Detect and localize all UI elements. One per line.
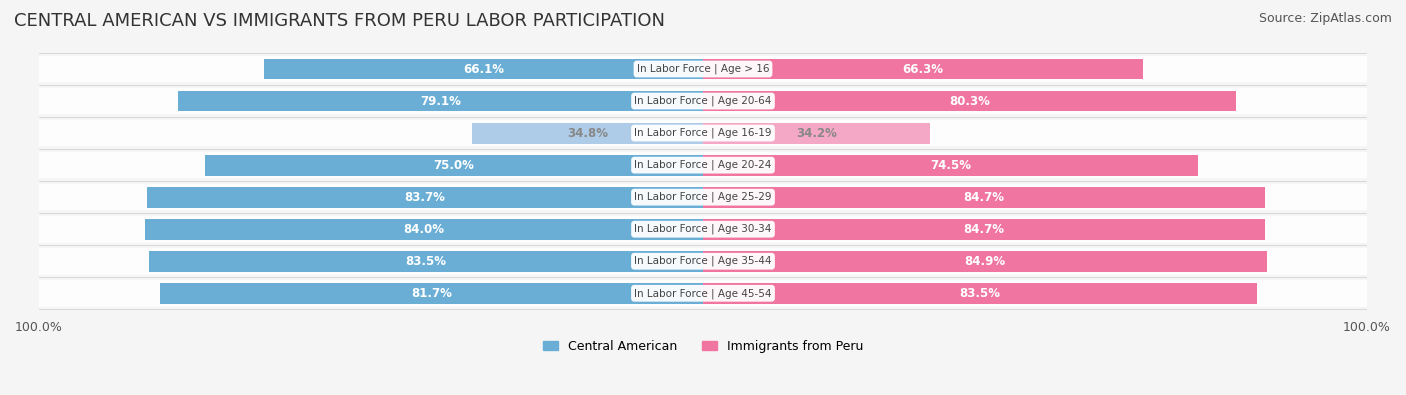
Text: 83.7%: 83.7% bbox=[405, 191, 446, 204]
Text: 83.5%: 83.5% bbox=[405, 255, 446, 268]
Bar bbox=[39, 248, 703, 275]
Bar bbox=[39, 120, 703, 147]
Text: 34.2%: 34.2% bbox=[796, 126, 837, 139]
Bar bbox=[149, 251, 703, 272]
Bar bbox=[39, 56, 703, 82]
Bar bbox=[703, 123, 931, 143]
Text: In Labor Force | Age > 16: In Labor Force | Age > 16 bbox=[637, 64, 769, 74]
Bar bbox=[703, 280, 1367, 307]
Bar bbox=[703, 120, 1367, 147]
Bar bbox=[703, 88, 1367, 115]
Text: 34.8%: 34.8% bbox=[567, 126, 607, 139]
Bar bbox=[205, 155, 703, 175]
Bar bbox=[39, 184, 703, 211]
Text: 83.5%: 83.5% bbox=[960, 287, 1001, 300]
Bar bbox=[703, 90, 1236, 111]
Bar bbox=[160, 283, 703, 304]
Text: 79.1%: 79.1% bbox=[420, 94, 461, 107]
Text: 80.3%: 80.3% bbox=[949, 94, 990, 107]
Bar bbox=[703, 219, 1265, 240]
Text: In Labor Force | Age 16-19: In Labor Force | Age 16-19 bbox=[634, 128, 772, 138]
Bar bbox=[703, 58, 1143, 79]
Text: In Labor Force | Age 25-29: In Labor Force | Age 25-29 bbox=[634, 192, 772, 202]
Text: 81.7%: 81.7% bbox=[412, 287, 453, 300]
Text: 75.0%: 75.0% bbox=[433, 159, 474, 172]
Text: 66.1%: 66.1% bbox=[463, 62, 503, 75]
Bar bbox=[703, 155, 1198, 175]
Bar bbox=[703, 251, 1267, 272]
Bar bbox=[703, 184, 1367, 211]
Bar bbox=[177, 90, 703, 111]
Bar bbox=[703, 187, 1265, 208]
Text: 66.3%: 66.3% bbox=[903, 62, 943, 75]
Bar bbox=[703, 152, 1367, 179]
Bar bbox=[39, 280, 703, 307]
Text: In Labor Force | Age 35-44: In Labor Force | Age 35-44 bbox=[634, 256, 772, 267]
Bar bbox=[703, 283, 1257, 304]
Text: Source: ZipAtlas.com: Source: ZipAtlas.com bbox=[1258, 12, 1392, 25]
Text: 84.7%: 84.7% bbox=[963, 223, 1005, 236]
Text: In Labor Force | Age 20-64: In Labor Force | Age 20-64 bbox=[634, 96, 772, 106]
Bar bbox=[703, 216, 1367, 243]
Bar bbox=[39, 216, 703, 243]
Text: CENTRAL AMERICAN VS IMMIGRANTS FROM PERU LABOR PARTICIPATION: CENTRAL AMERICAN VS IMMIGRANTS FROM PERU… bbox=[14, 12, 665, 30]
Bar bbox=[472, 123, 703, 143]
Text: 74.5%: 74.5% bbox=[929, 159, 972, 172]
Text: In Labor Force | Age 45-54: In Labor Force | Age 45-54 bbox=[634, 288, 772, 299]
Bar bbox=[145, 219, 703, 240]
Bar bbox=[703, 56, 1367, 82]
Text: 84.9%: 84.9% bbox=[965, 255, 1005, 268]
Bar bbox=[39, 152, 703, 179]
Bar bbox=[264, 58, 703, 79]
Text: 84.7%: 84.7% bbox=[963, 191, 1005, 204]
Text: 84.0%: 84.0% bbox=[404, 223, 444, 236]
Bar bbox=[39, 88, 703, 115]
Bar bbox=[703, 248, 1367, 275]
Text: In Labor Force | Age 30-34: In Labor Force | Age 30-34 bbox=[634, 224, 772, 235]
Legend: Central American, Immigrants from Peru: Central American, Immigrants from Peru bbox=[537, 335, 869, 358]
Text: In Labor Force | Age 20-24: In Labor Force | Age 20-24 bbox=[634, 160, 772, 170]
Bar bbox=[148, 187, 703, 208]
